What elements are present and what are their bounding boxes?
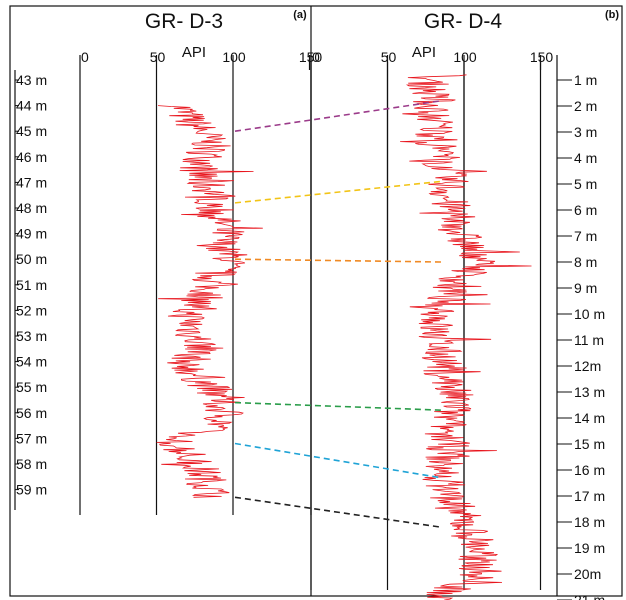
panel-a-depth-label: 57 m (16, 430, 47, 446)
panel-a-depth-label: 50 m (16, 251, 47, 267)
panel-a-depth-label: 47 m (16, 174, 47, 190)
panel-b-depth-label: 14 m (574, 410, 605, 426)
panel-b-tick-label: 150 (530, 49, 554, 65)
panel-b-depth-label: 13 m (574, 384, 605, 400)
panel-b-depth-label: 17 m (574, 488, 605, 504)
panel-a-depth-label: 49 m (16, 226, 47, 242)
panel-a-depth-label: 44 m (16, 98, 47, 114)
panel-b-depth-label: 12m (574, 358, 601, 374)
panel-b-depth-label: 4 m (574, 150, 597, 166)
panel-a-depth-label: 58 m (16, 456, 47, 472)
panel-b-depth-label: 1 m (574, 72, 597, 88)
api-axes: 050100150API050100150API (79, 44, 554, 590)
panel-b-depth-label: 7 m (574, 228, 597, 244)
panel-a-depth-label: 59 m (16, 482, 47, 498)
correlation-line (234, 401, 442, 411)
panel-b-depth-label: 21 m (574, 592, 605, 600)
correlation-line (234, 496, 442, 528)
panel-b-depth-label: 16 m (574, 462, 605, 478)
panel-b-depth-label: 15 m (574, 436, 605, 452)
panel-a-depth-label: 53 m (16, 328, 47, 344)
correlation-lines (234, 100, 442, 528)
panel-a-depth-label: 48 m (16, 200, 47, 216)
panel-a-depth-label: 45 m (16, 123, 47, 139)
panel-a-axis-title: API (182, 44, 206, 61)
panel-b-axis-title: API (412, 44, 436, 61)
correlation-line (234, 180, 442, 204)
panel-a-depth-label: 52 m (16, 302, 47, 318)
panel-a-tick-label: 100 (222, 49, 246, 65)
panel-a-gr-curve (156, 105, 263, 498)
panel-a-depth-label: 55 m (16, 379, 47, 395)
panel-b-depth-label: 18 m (574, 514, 605, 530)
panel-a-depth-label: 54 m (16, 354, 47, 370)
panel-b-depth-label: 8 m (574, 254, 597, 270)
panel-a-tick-label: 0 (81, 49, 89, 65)
panel-b-depth-label: 20m (574, 566, 601, 582)
panel-titles: GR- D-3 GR- D-4 (a) (b) (145, 9, 619, 33)
panel-b-depth-label: 11 m (574, 332, 604, 348)
panel-a-depth-label: 46 m (16, 149, 47, 165)
gr-curves (156, 74, 532, 600)
panel-a-depth-label: 56 m (16, 405, 47, 421)
panel-b-gr-curve (400, 74, 532, 600)
panel-b-title: GR- D-4 (424, 10, 502, 33)
panel-b-label: (b) (605, 9, 619, 21)
panel-b-depth-label: 6 m (574, 202, 597, 218)
panel-a-title: GR- D-3 (145, 10, 223, 33)
panel-b-tick-label: 0 (312, 49, 320, 65)
correlation-line (234, 442, 442, 479)
panel-a-label: (a) (293, 9, 307, 21)
panel-b-depth-label: 9 m (574, 280, 597, 296)
panel-b-depth-label: 19 m (574, 540, 605, 556)
correlation-line (234, 258, 442, 263)
panel-b-tick-label: 100 (453, 49, 477, 65)
panel-b-depth-label: 3 m (574, 124, 597, 140)
panel-a-tick-label: 50 (150, 49, 166, 65)
panel-b-tick-label: 50 (381, 49, 397, 65)
outer-border (9, 5, 623, 597)
correlation-line (234, 100, 442, 132)
panel-b-depth-label: 10 m (574, 306, 605, 322)
panel-a-depth-label: 51 m (16, 277, 47, 293)
panel-b-depth-label: 5 m (574, 176, 597, 192)
figure-frame (9, 5, 623, 597)
depth-scales: 43 m 44 m 45 m 46 m 47 m 48 m 49 m 50 m 51 m 52 m… (15, 72, 605, 600)
panel-b-depth-label: 2 m (574, 98, 597, 114)
panel-a-depth-label: 43 m (16, 72, 47, 88)
